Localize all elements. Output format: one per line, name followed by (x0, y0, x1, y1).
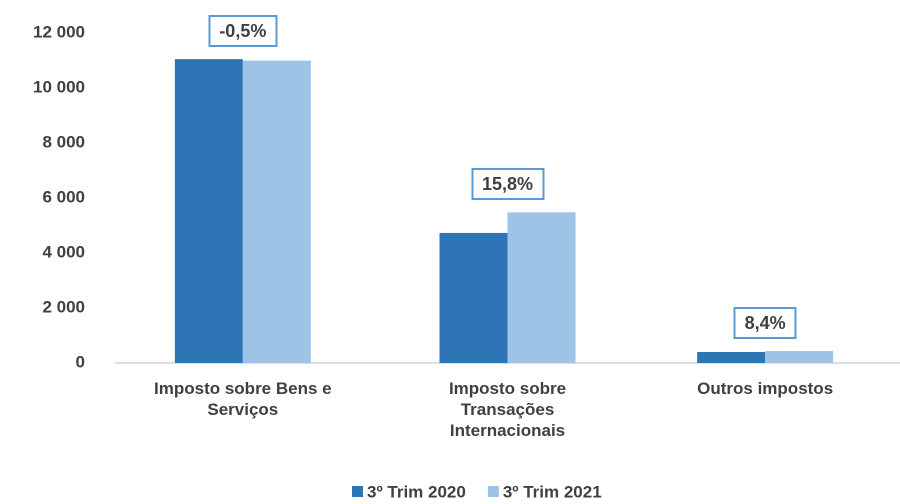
x-tick-label: Outros impostos (697, 379, 834, 398)
legend-label: 3º Trim 2021 (503, 482, 602, 501)
y-tick-label: 8 000 (42, 132, 85, 151)
change-label: 8,4% (733, 307, 797, 340)
bar (439, 232, 508, 363)
legend-swatch (487, 486, 499, 497)
x-tick-label: Imposto sobre Transações Internacionais (448, 379, 567, 440)
y-tick-label: 10 000 (33, 77, 85, 96)
legend-label: 3º Trim 2020 (367, 482, 466, 501)
y-tick-label: 4 000 (42, 242, 85, 261)
bar (507, 212, 576, 363)
y-tick-label: 0 (76, 352, 85, 371)
bar (242, 60, 311, 363)
bar (697, 352, 766, 363)
bar (174, 59, 243, 363)
change-label: 15,8% (470, 168, 545, 201)
y-tick-label: 12 000 (33, 22, 85, 41)
y-tick-label: 2 000 (42, 297, 85, 316)
change-label: -0,5% (208, 15, 278, 48)
bar (765, 351, 834, 363)
x-tick-label: Imposto sobre Bens e Serviços (154, 379, 332, 419)
legend-swatch (352, 486, 363, 497)
y-tick-label: 6 000 (42, 187, 85, 206)
